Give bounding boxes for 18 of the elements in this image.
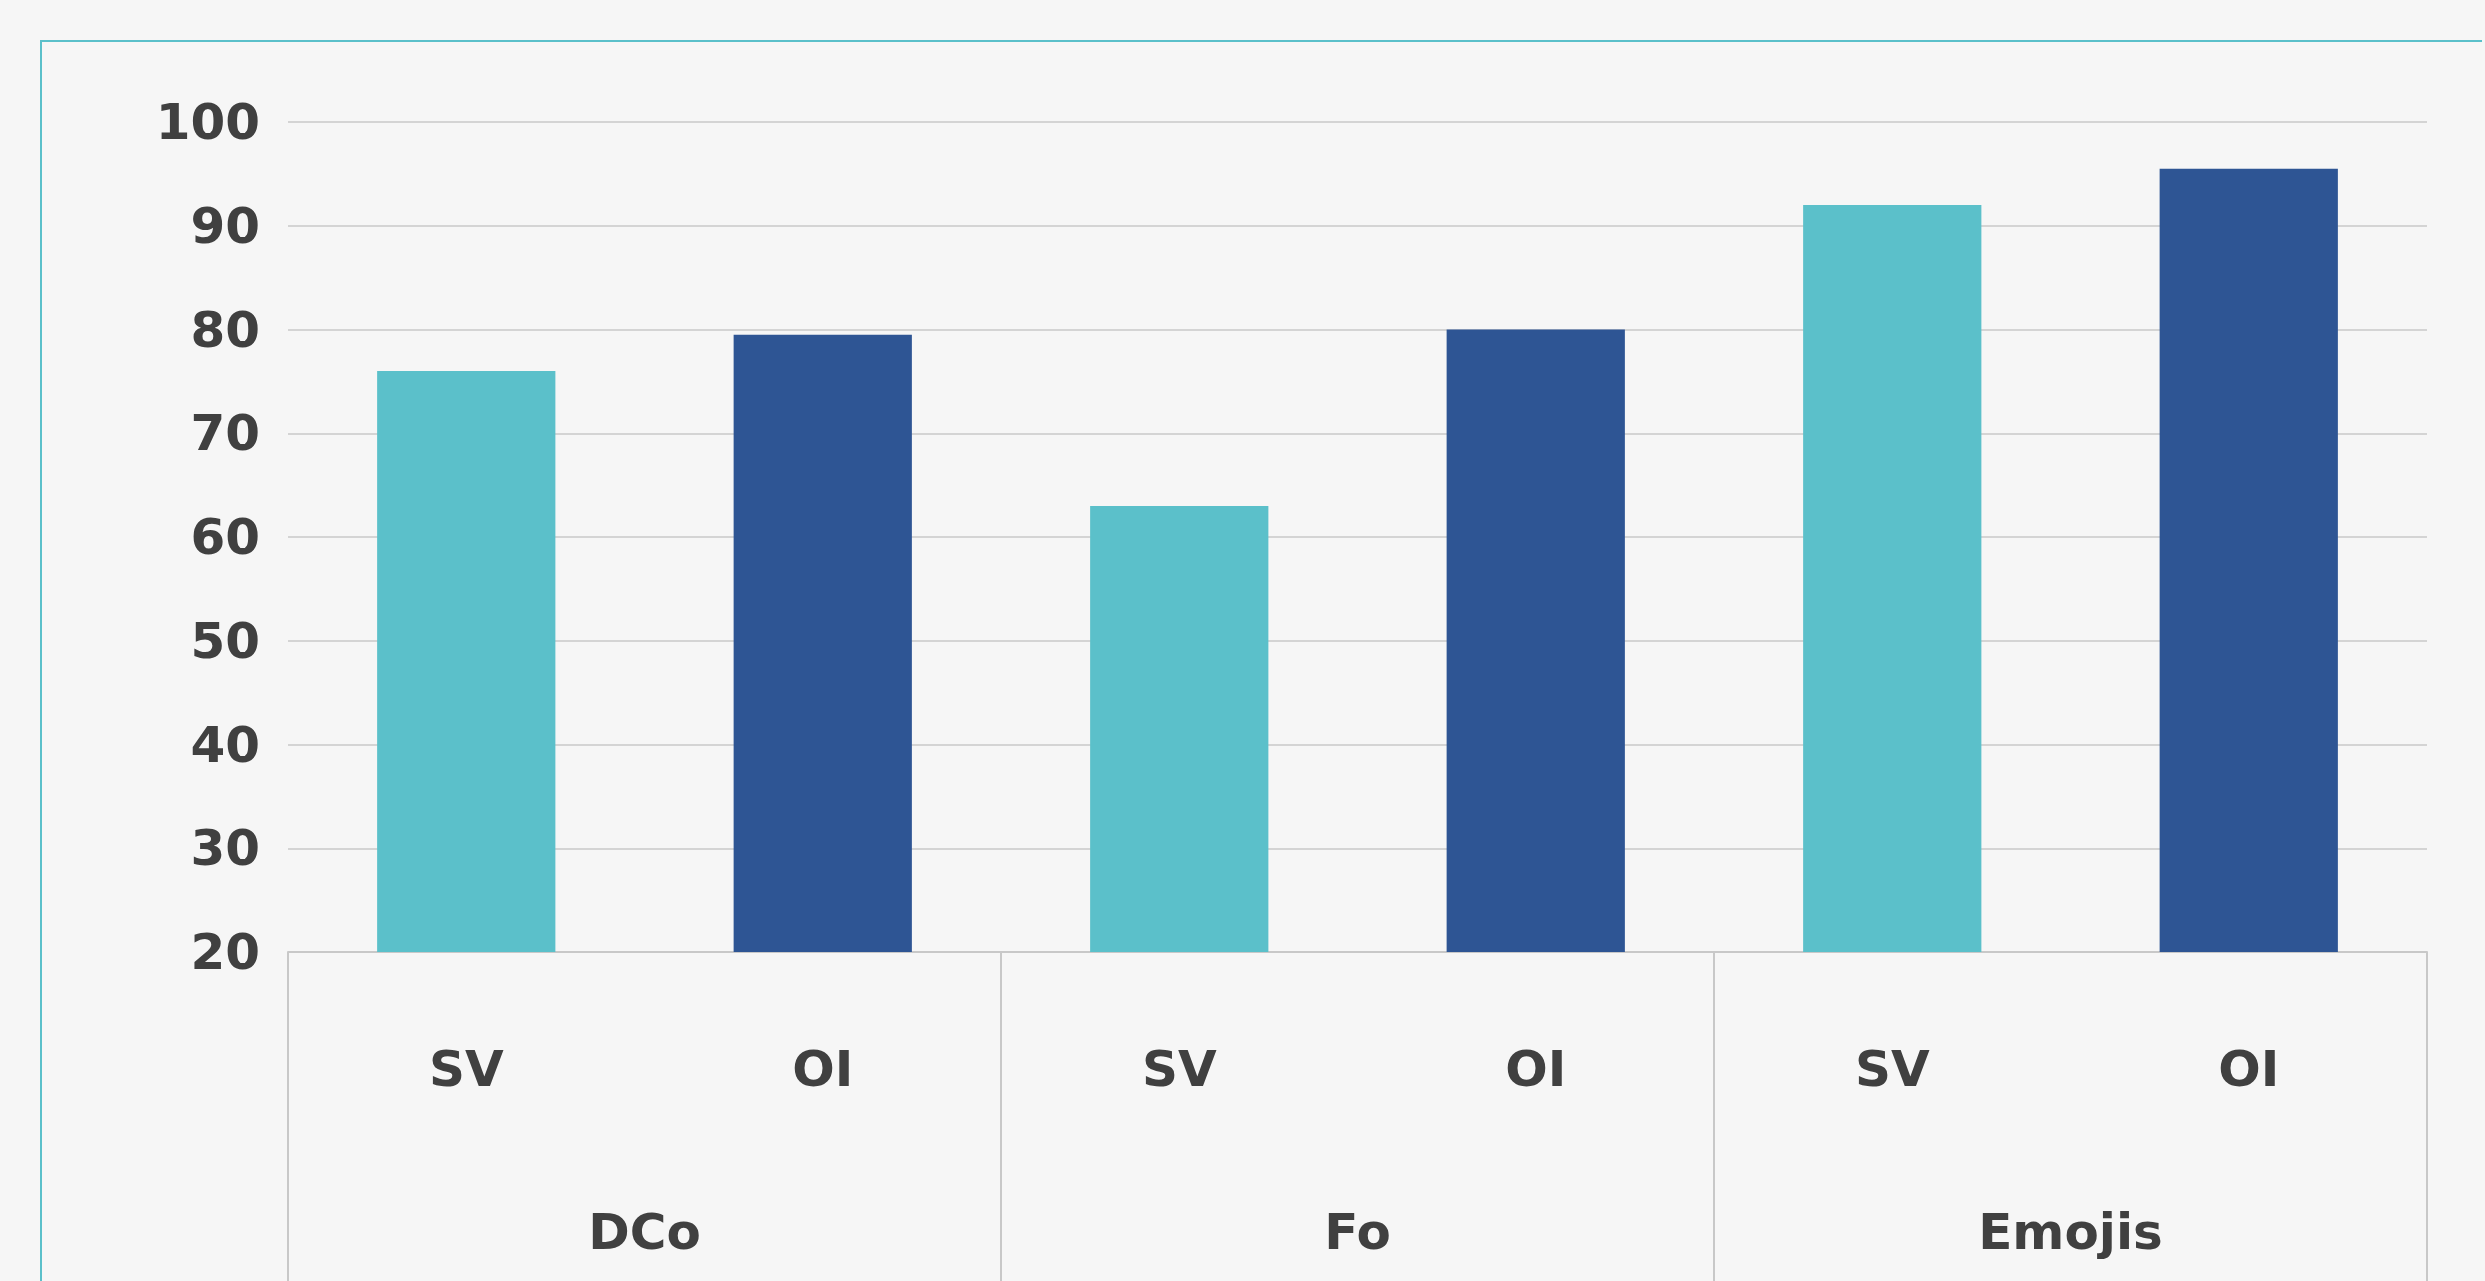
y-tick-label: 60	[190, 508, 260, 566]
x-tick-label: Fo	[1324, 1203, 1391, 1261]
y-tick-label: 30	[190, 819, 260, 878]
text: OI	[1505, 1040, 1567, 1098]
y-tick-label: 50	[190, 611, 260, 670]
y-tick-label: 40	[190, 715, 260, 774]
y-tick-label: 70	[190, 404, 260, 463]
y-tick-label: 90	[190, 196, 260, 255]
y-tick-label: 100	[155, 93, 260, 151]
text: SV	[1854, 1040, 1930, 1098]
x-tick-label: Emojis	[1978, 1203, 2163, 1261]
x-tick-label: DCo	[588, 1203, 701, 1261]
y-tick-label: 20	[190, 923, 260, 981]
y-tick-label: 80	[190, 300, 260, 359]
series-label: SV	[428, 1040, 504, 1098]
text: OI	[2218, 1040, 2280, 1098]
series-label: OI	[792, 1040, 854, 1098]
text: SV	[1141, 1040, 1217, 1098]
